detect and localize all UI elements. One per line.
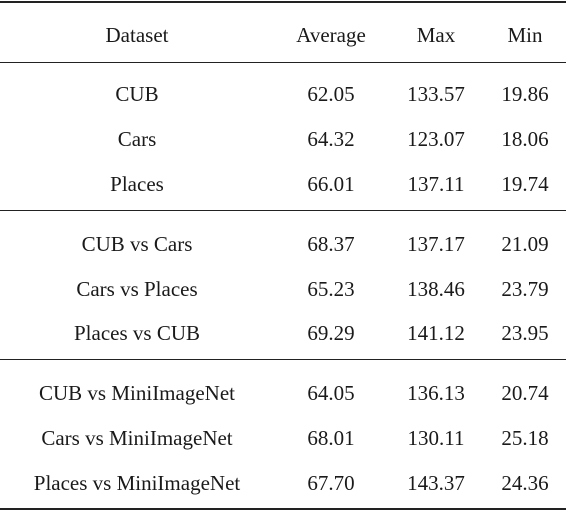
min-cell: 18.06: [501, 127, 549, 151]
max-cell: 138.46: [407, 277, 465, 301]
table-row: Places 66.01 137.11 19.74: [0, 169, 566, 199]
group-rule: [0, 359, 566, 360]
average-cell: 69.29: [307, 321, 355, 345]
min-cell: 20.74: [501, 381, 549, 405]
dataset-cell: Places vs MiniImageNet: [33, 471, 241, 495]
header-rule: [0, 62, 566, 63]
bottom-rule: [0, 508, 566, 510]
max-cell: 123.07: [407, 127, 465, 151]
max-cell: 141.12: [407, 321, 465, 345]
group-rule: [0, 210, 566, 211]
average-cell: 62.05: [307, 82, 355, 106]
dataset-cell: CUB vs MiniImageNet: [39, 381, 235, 405]
dataset-cell: Cars vs Places: [76, 277, 198, 301]
max-cell: 137.17: [407, 232, 465, 256]
max-cell: 137.11: [407, 172, 465, 196]
header-dataset: Dataset: [105, 23, 169, 47]
min-cell: 19.86: [501, 82, 549, 106]
dataset-cell: CUB vs Cars: [81, 232, 193, 256]
top-rule: [0, 1, 566, 3]
header-max: Max: [416, 23, 456, 47]
max-cell: 143.37: [407, 471, 465, 495]
dataset-cell: Places: [110, 172, 164, 196]
average-cell: 68.01: [307, 426, 355, 450]
table-row: CUB vs Cars 68.37 137.17 21.09: [0, 229, 566, 259]
min-cell: 23.79: [501, 277, 549, 301]
max-cell: 130.11: [407, 426, 465, 450]
average-cell: 64.32: [307, 127, 355, 151]
table-row: CUB vs MiniImageNet 64.05 136.13 20.74: [0, 378, 566, 408]
header-min: Min: [507, 23, 543, 47]
max-cell: 136.13: [407, 381, 465, 405]
dataset-cell: Cars vs MiniImageNet: [41, 426, 233, 450]
table-row: Places vs MiniImageNet 67.70 143.37 24.3…: [0, 468, 566, 498]
min-cell: 19.74: [501, 172, 549, 196]
average-cell: 67.70: [307, 471, 355, 495]
min-cell: 25.18: [501, 426, 549, 450]
table-row: Places vs CUB 69.29 141.12 23.95: [0, 318, 566, 348]
dataset-cell: Places vs CUB: [74, 321, 200, 345]
average-cell: 68.37: [307, 232, 355, 256]
table-row: Cars vs Places 65.23 138.46 23.79: [0, 274, 566, 304]
average-cell: 64.05: [307, 381, 355, 405]
min-cell: 24.36: [501, 471, 549, 495]
table-row: Cars vs MiniImageNet 68.01 130.11 25.18: [0, 423, 566, 453]
dataset-cell: Cars: [117, 127, 157, 151]
header-row: Dataset Average Max Min: [0, 20, 566, 50]
min-cell: 21.09: [501, 232, 549, 256]
average-cell: 65.23: [307, 277, 355, 301]
dataset-cell: CUB: [115, 82, 159, 106]
table-row: CUB 62.05 133.57 19.86: [0, 79, 566, 109]
average-cell: 66.01: [307, 172, 355, 196]
header-average: Average: [296, 23, 366, 47]
max-cell: 133.57: [407, 82, 465, 106]
table-row: Cars 64.32 123.07 18.06: [0, 124, 566, 154]
min-cell: 23.95: [501, 321, 549, 345]
